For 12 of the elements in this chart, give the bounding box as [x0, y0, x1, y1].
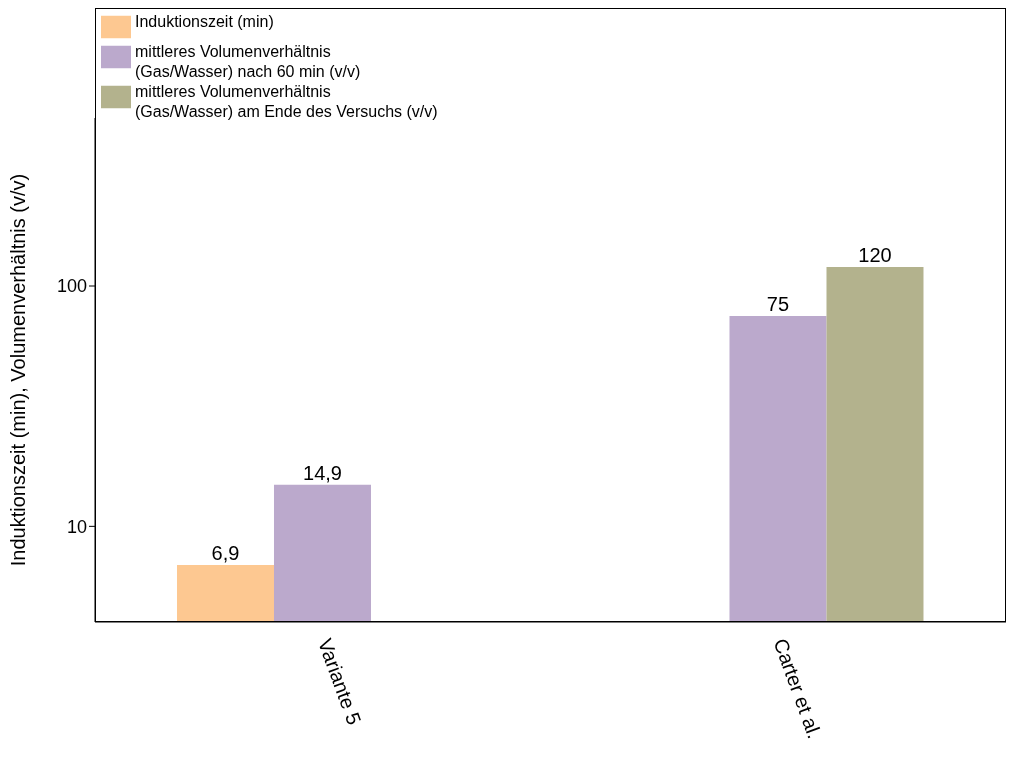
- y-tick-label: 10: [66, 516, 87, 537]
- legend-label: Induktionszeit (min): [135, 12, 274, 32]
- legend-label: mittleres Volumenverhältnis (Gas/Wasser) am Ende des Versuchs (v/v): [135, 82, 438, 122]
- y-axis-title: Induktionszeit (min), Volumenverhältnis (v/v): [7, 173, 30, 567]
- data-label: 14,9: [303, 461, 342, 484]
- y-tick-label: 100: [56, 276, 87, 297]
- legend-label: mittleres Volumenverhältnis (Gas/Wasser) nach 60 min (v/v): [135, 42, 361, 82]
- x-tick-label: Carter et al.: [769, 635, 826, 742]
- data-label: 120: [858, 243, 892, 266]
- data-label: 75: [766, 293, 790, 316]
- data-label: 6,9: [211, 542, 240, 565]
- x-tick-label: Variante 5: [314, 635, 366, 728]
